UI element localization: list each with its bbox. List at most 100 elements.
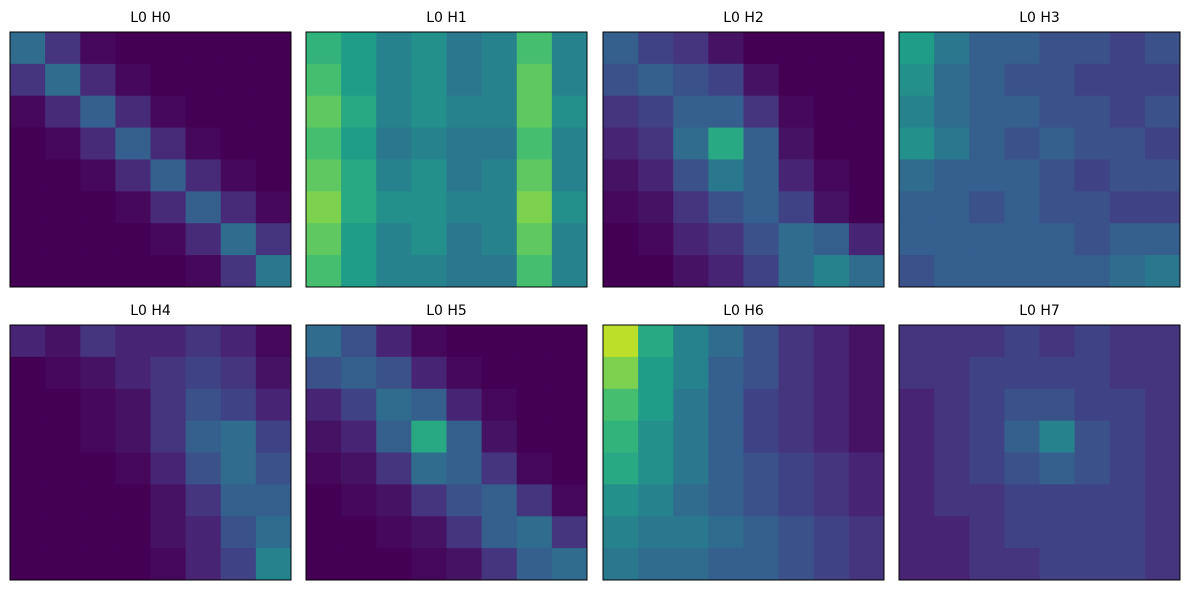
heatmap-cell — [220, 95, 257, 129]
heatmap-cell — [551, 159, 588, 192]
heatmap-cell — [778, 420, 815, 453]
heatmap-cell — [10, 63, 46, 97]
heatmap-cell — [516, 255, 553, 288]
panel-title: L0 H4 — [130, 303, 171, 319]
heatmap-cell — [743, 32, 780, 65]
heatmap-cell — [934, 548, 970, 581]
heatmap-cell — [376, 548, 412, 581]
heatmap-cell — [255, 223, 292, 256]
axes-frame — [602, 31, 885, 288]
heatmap-cell — [481, 95, 518, 129]
heatmap-cell — [411, 63, 447, 97]
heatmap-cell — [743, 159, 780, 192]
heatmap-cell — [551, 484, 588, 517]
heatmap-cell — [115, 420, 151, 453]
heatmap-cell — [603, 95, 639, 129]
heatmap-cell — [551, 191, 588, 224]
heatmap-cell — [411, 32, 447, 65]
heatmap-cell — [1004, 32, 1040, 65]
heatmap-cell — [848, 255, 885, 288]
heatmap-cell — [1109, 255, 1146, 288]
heatmap-cell — [80, 484, 116, 517]
heatmap-cell — [1144, 63, 1181, 97]
heatmap-cell — [673, 127, 709, 160]
heatmap-cell — [603, 548, 639, 581]
heatmap-cell — [411, 95, 447, 129]
heatmap-cell — [1004, 191, 1040, 224]
heatmap-cell — [708, 63, 744, 97]
heatmap-cell — [1074, 452, 1111, 485]
heatmap-cell — [341, 95, 377, 129]
heatmap-cell — [481, 127, 518, 160]
heatmap-cell — [446, 63, 483, 97]
heatmap-cell — [516, 420, 553, 453]
heatmap-cell — [848, 516, 885, 549]
heatmap-cell — [551, 516, 588, 549]
heatmap-cell — [306, 325, 342, 358]
heatmap-cell — [150, 95, 187, 129]
heatmap-cell — [848, 127, 885, 160]
heatmap-cell — [638, 159, 674, 192]
heatmap-cell — [1109, 484, 1146, 517]
heatmap-cell — [516, 548, 553, 581]
heatmap-cell — [1039, 420, 1076, 453]
heatmap-cell — [1074, 388, 1111, 422]
heatmap-cell — [255, 420, 292, 453]
heatmap-cell — [185, 223, 222, 256]
heatmap-cell — [481, 484, 518, 517]
heatmap-cell — [1109, 32, 1146, 65]
heatmap-cell — [969, 356, 1005, 390]
heatmap-cell — [446, 191, 483, 224]
heatmap-cell — [813, 325, 850, 358]
heatmap-cell — [115, 95, 151, 129]
heatmap-cell — [1004, 159, 1040, 192]
heatmap-cell — [115, 548, 151, 581]
heatmap-cell — [551, 420, 588, 453]
heatmap-cell — [411, 255, 447, 288]
heatmap-cell — [220, 325, 257, 358]
heatmap-cell — [969, 159, 1005, 192]
heatmap-cell — [673, 32, 709, 65]
heatmap-cell — [603, 255, 639, 288]
heatmap-cell — [185, 159, 222, 192]
heatmap-cell — [80, 516, 116, 549]
heatmap-cell — [1004, 388, 1040, 422]
heatmap-cell — [551, 388, 588, 422]
heatmap-cell — [934, 516, 970, 549]
heatmap-cell — [934, 255, 970, 288]
heatmap-cell — [220, 159, 257, 192]
heatmap-cell — [1074, 420, 1111, 453]
heatmap-cell — [743, 516, 780, 549]
heatmap-cell — [446, 32, 483, 65]
heatmap-cell — [376, 388, 412, 422]
heatmap-cell — [603, 159, 639, 192]
heatmap-cell — [603, 484, 639, 517]
heatmap-cell — [603, 420, 639, 453]
heatmap-cell — [306, 191, 342, 224]
heatmap-cell — [551, 452, 588, 485]
heatmap-cell — [80, 127, 116, 160]
heatmap-cell — [150, 32, 187, 65]
heatmap-cell — [45, 223, 81, 256]
heatmap-cell — [446, 484, 483, 517]
heatmap-cell — [743, 223, 780, 256]
heatmap-cell — [341, 191, 377, 224]
heatmap-cell — [80, 356, 116, 390]
heatmap-cell — [1074, 32, 1111, 65]
heatmap-cell — [306, 420, 342, 453]
heatmap-cell — [1074, 159, 1111, 192]
heatmap-cell — [708, 420, 744, 453]
heatmap-cell — [10, 127, 46, 160]
heatmap-cell — [551, 32, 588, 65]
heatmap-cell — [673, 223, 709, 256]
heatmap-cell — [220, 63, 257, 97]
axes-frame — [602, 324, 885, 581]
heatmap-cell — [1144, 388, 1181, 422]
heatmap-cell — [1039, 191, 1076, 224]
heatmap-cell — [150, 484, 187, 517]
heatmap-cell — [638, 516, 674, 549]
heatmap-cell — [80, 159, 116, 192]
heatmap-cell — [1109, 548, 1146, 581]
heatmap-cell — [411, 223, 447, 256]
